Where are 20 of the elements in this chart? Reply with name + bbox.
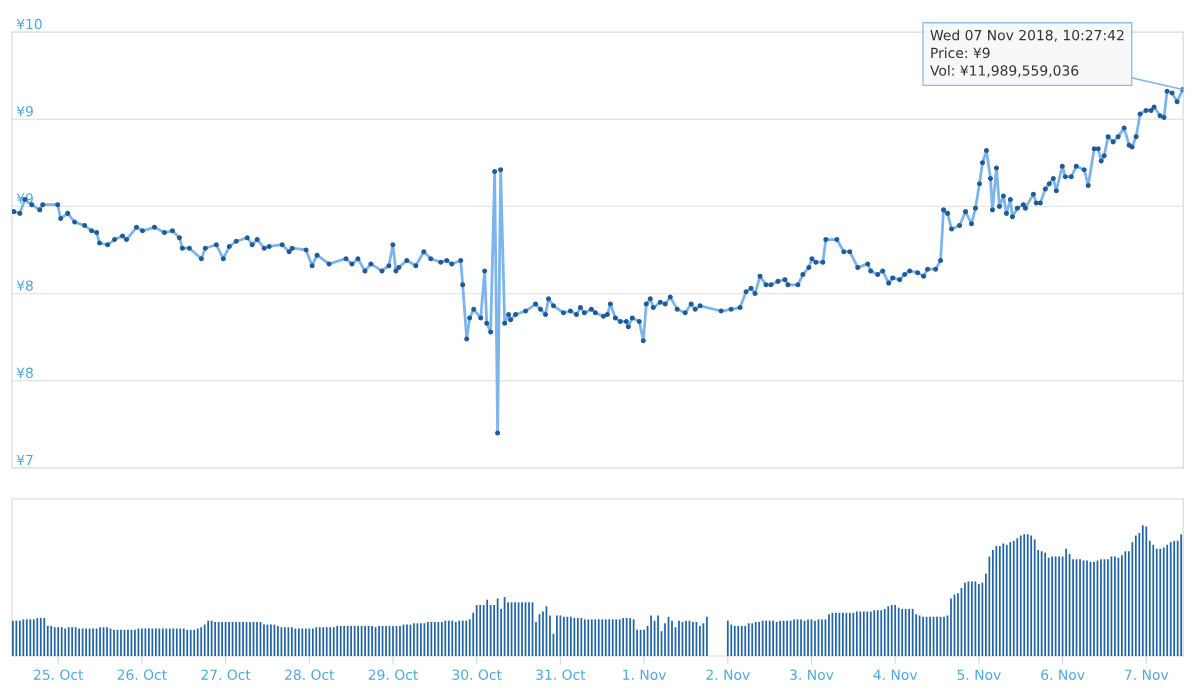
- y-tick-label: ¥8: [16, 367, 33, 379]
- y-tick-label: ¥7: [16, 454, 33, 466]
- annotation: Wed 07 Nov 2018, 10:27:42 Price: ¥9 Vol: ¥11,989,559,036: [930, 29, 1124, 78]
- x-tick-label: 1. Nov: [623, 669, 667, 680]
- x-tick-label: 3. Nov: [790, 669, 834, 680]
- x-tick-label: 29. Oct: [368, 669, 418, 680]
- x-tick-label: 30. Oct: [452, 669, 502, 680]
- x-tick-label: 2. Nov: [706, 669, 750, 680]
- x-tick-label: 25. Oct: [33, 669, 84, 680]
- x-tick-label: 6. Nov: [1041, 669, 1085, 680]
- y-tick-label: ¥10: [16, 18, 42, 30]
- y-tick-label: ¥8: [16, 280, 33, 291]
- y-tick-label: ¥9: [16, 105, 33, 117]
- x-tick-label: 28. Oct: [285, 669, 335, 680]
- x-tick-label: 4. Nov: [873, 669, 918, 680]
- x-tick-label: 31. Oct: [536, 669, 586, 680]
- x-tick-label: 27. Oct: [201, 669, 251, 680]
- x-tick-label: 26. Oct: [117, 669, 167, 680]
- x-tick-label: 7. Nov: [1125, 669, 1169, 680]
- x-tick-label: 5. Nov: [957, 669, 1001, 680]
